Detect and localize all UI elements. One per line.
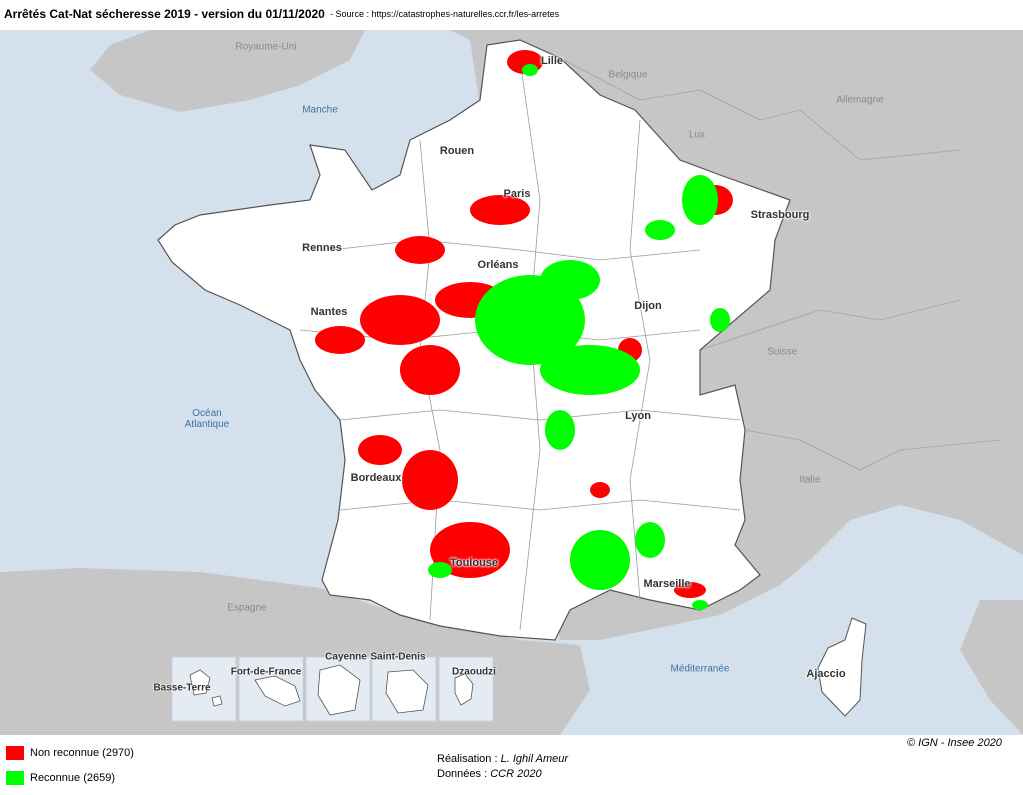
city-label: Lille <box>540 55 564 67</box>
legend-label: Reconnue (2659) <box>30 772 116 784</box>
area <box>540 345 640 395</box>
country-label: Italie <box>799 474 821 486</box>
inset-box <box>438 656 494 722</box>
inset-shape <box>454 673 474 706</box>
area <box>545 410 575 450</box>
area <box>428 562 452 578</box>
area <box>692 600 708 610</box>
country-label: Suisse <box>766 346 798 358</box>
city-label: Marseille <box>643 578 691 590</box>
donnees: Données : CCR 2020 <box>437 768 542 780</box>
country-label: Royaume-Uni <box>235 41 297 53</box>
realisation-label: Réalisation : <box>437 753 498 765</box>
country-label: Lux <box>688 129 706 141</box>
title: Arrêtés Cat-Nat sécheresse 2019 - versio… <box>4 7 325 21</box>
area <box>358 435 402 465</box>
inset-shape <box>317 664 361 716</box>
city-label: Nantes <box>310 306 348 318</box>
area <box>360 295 440 345</box>
department-border <box>339 409 741 421</box>
area <box>635 522 665 558</box>
inset-shape <box>189 669 223 707</box>
country-label: Belgique <box>608 69 648 81</box>
legend-swatch <box>6 746 24 760</box>
corsica <box>817 617 867 717</box>
legend-item: Reconnue (2659) <box>6 771 115 785</box>
country-label: Espagne <box>227 602 267 614</box>
city-label: Bordeaux <box>350 472 402 484</box>
basemap <box>0 30 1023 735</box>
legend-item: Non reconnue (2970) <box>6 746 134 760</box>
donnees-name: CCR 2020 <box>490 768 542 780</box>
area <box>430 522 510 578</box>
inset-label: Saint-Denis <box>370 651 426 663</box>
city-label: Strasbourg <box>750 209 810 221</box>
uk <box>90 30 365 112</box>
border <box>559 57 961 161</box>
area <box>710 308 730 332</box>
area <box>402 450 458 510</box>
borders <box>559 57 1001 471</box>
italy-sardinia <box>960 600 1023 735</box>
city-label: Ajaccio <box>806 668 846 680</box>
legend-label: Non reconnue (2970) <box>30 747 134 759</box>
non-reconnue-areas <box>315 50 733 598</box>
area <box>570 530 630 590</box>
inset-shape <box>254 675 301 707</box>
realisation-name: L. Ighil Ameur <box>500 753 569 765</box>
border <box>699 299 961 351</box>
area <box>540 260 600 300</box>
copyright: © IGN - Insee 2020 <box>907 737 1002 749</box>
city-label: Lyon <box>625 410 651 422</box>
france <box>157 39 791 641</box>
sea-label: Méditerranée <box>670 663 730 675</box>
department-border <box>339 499 741 511</box>
inset-label: Dzaoudzi <box>452 666 496 678</box>
city-label: Rouen <box>439 145 475 157</box>
city-label: Dijon <box>634 300 662 312</box>
area <box>470 195 530 225</box>
area <box>400 345 460 395</box>
city-label: Rennes <box>302 242 342 254</box>
inset-label: Cayenne <box>325 651 367 663</box>
sea-label: Manche <box>302 104 338 116</box>
area <box>395 236 445 264</box>
city-label: Toulouse <box>449 557 499 569</box>
source: - Source : https://catastrophes-naturell… <box>330 9 560 19</box>
country-label: Allemagne <box>836 94 884 106</box>
area <box>682 175 718 225</box>
area <box>590 482 610 498</box>
department-border <box>629 119 651 601</box>
area <box>315 326 365 354</box>
legend-swatch <box>6 771 24 785</box>
border <box>744 429 1001 471</box>
area <box>645 220 675 240</box>
city-label: Orléans <box>477 259 519 271</box>
area <box>674 582 706 598</box>
donnees-label: Données : <box>437 768 488 780</box>
copyright-text: © IGN - Insee 2020 <box>907 737 1002 749</box>
inset-shape <box>385 669 429 714</box>
inset-label: Fort-de-France <box>230 666 302 678</box>
inset-label: Basse-Terre <box>153 682 211 694</box>
department-border <box>329 239 701 261</box>
inset-shapes <box>189 664 474 716</box>
area <box>522 64 538 76</box>
sea-label: Océan Atlantique <box>184 408 230 430</box>
city-label: Paris <box>503 188 531 200</box>
realisation: Réalisation : L. Ighil Ameur <box>437 753 568 765</box>
reconnue-areas <box>428 64 730 610</box>
